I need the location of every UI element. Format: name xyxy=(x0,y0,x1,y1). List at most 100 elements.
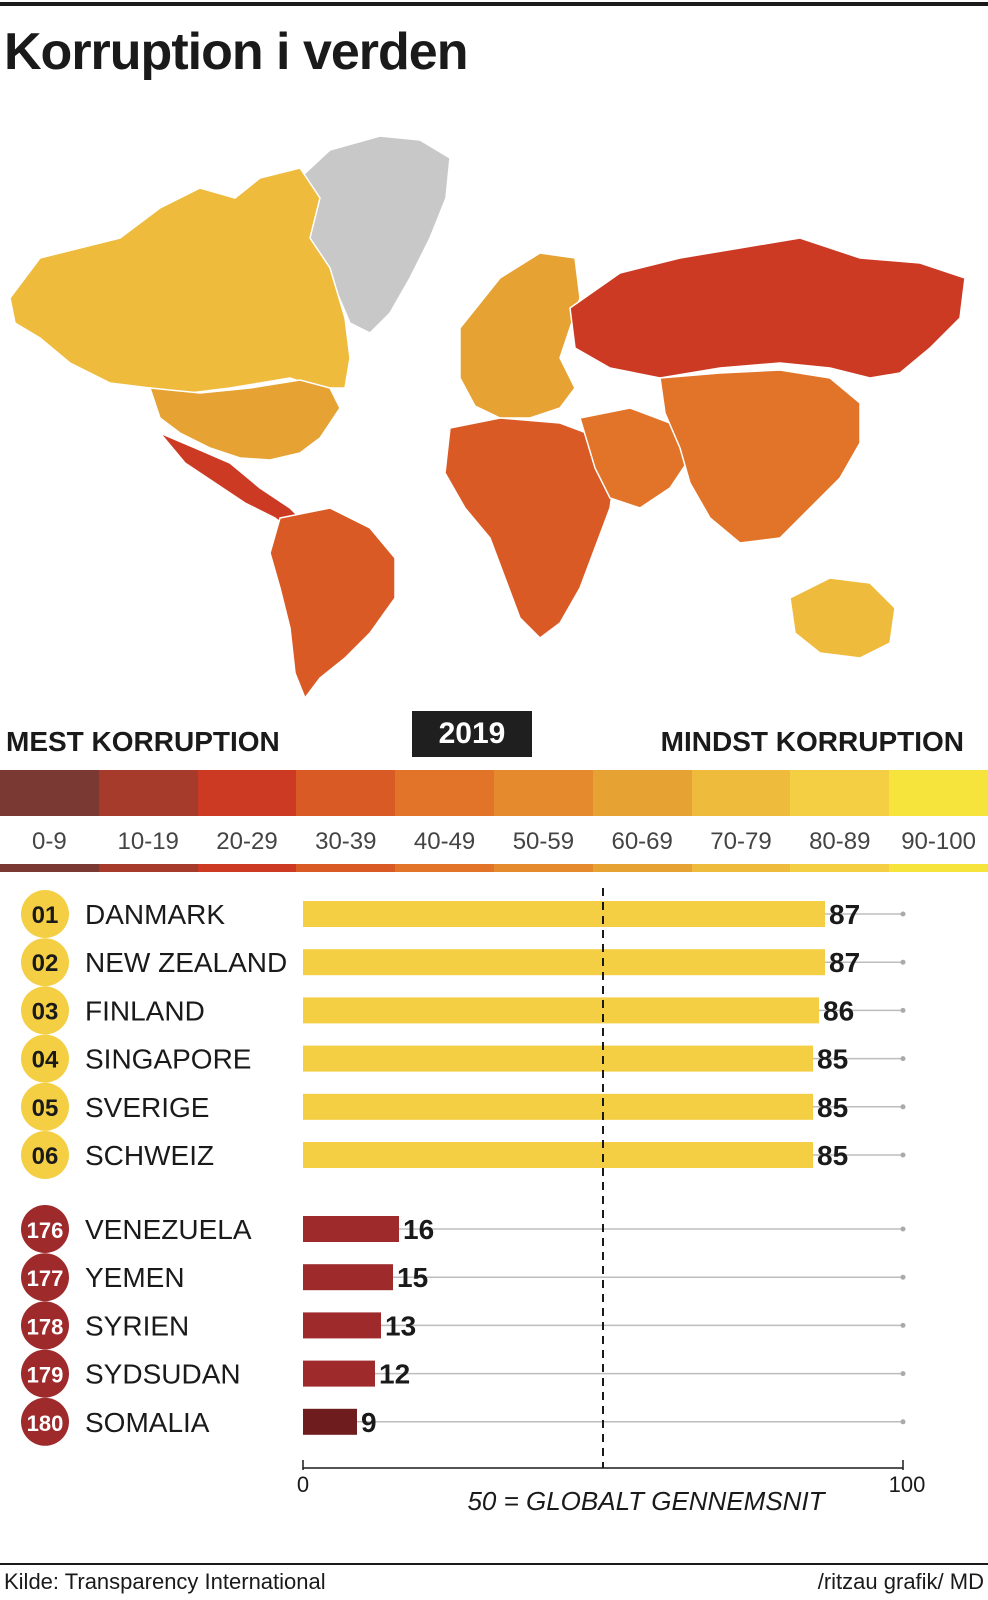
scale-swatch xyxy=(395,770,494,816)
bar-guide-end xyxy=(900,1104,906,1110)
scale-range-label: 10-19 xyxy=(117,828,179,855)
color-scale-labels: 0-9 10-19 20-29 30-39 40-49 50-59 60-69 … xyxy=(0,828,988,856)
rank-label: 03 xyxy=(32,998,59,1025)
bar xyxy=(303,1045,813,1072)
map-region-south-america xyxy=(269,507,396,700)
scale-range-label: 0-9 xyxy=(32,828,67,855)
scale-range-label: 90-100 xyxy=(901,828,976,855)
bar-guide-end xyxy=(900,911,906,917)
rank-label: 176 xyxy=(27,1218,64,1243)
bar xyxy=(303,1312,381,1339)
scale-underline-swatch xyxy=(98,864,198,872)
map-region-middle-east xyxy=(579,407,691,509)
rank-label: 178 xyxy=(27,1314,64,1339)
bar-chart: 87 01 DANMARK 87 02 NEW ZEALAND 86 03 FINLAND 85 0… xyxy=(21,888,926,1516)
scale-underline-swatch xyxy=(592,864,692,872)
scale-range-label: 50-59 xyxy=(512,828,575,855)
map-region-australia xyxy=(789,577,896,659)
scale-swatch xyxy=(197,770,297,816)
bar-value-label: 13 xyxy=(385,1310,416,1341)
bar-guide-end xyxy=(900,1007,906,1013)
scale-range-label: 30-39 xyxy=(315,828,377,855)
bar-guide-end xyxy=(900,1322,906,1328)
bar xyxy=(303,997,819,1024)
country-label: FINLAND xyxy=(85,995,205,1026)
bar-guide-end xyxy=(900,1056,906,1062)
scale-underline-swatch xyxy=(790,864,890,872)
scale-swatch xyxy=(691,770,791,816)
scale-swatch xyxy=(790,770,890,816)
scale-underline-swatch xyxy=(691,864,791,872)
credit-note: /ritzau grafik/ MD xyxy=(817,1569,984,1594)
map-region-russia xyxy=(569,237,966,379)
top-rule xyxy=(0,2,988,6)
bar-value-label: 87 xyxy=(829,899,860,930)
rank-label: 06 xyxy=(32,1143,59,1170)
bar-guide-end xyxy=(900,1226,906,1232)
scale-underline-swatch xyxy=(0,864,99,872)
rank-label: 02 xyxy=(32,950,59,977)
scale-range-label: 40-49 xyxy=(413,828,476,855)
rank-badge xyxy=(21,890,69,938)
scale-underline-swatch xyxy=(296,864,396,872)
scale-underline-swatch xyxy=(889,864,988,872)
legend-most-label: MEST KORRUPTION xyxy=(6,726,280,757)
country-label: YEMEN xyxy=(85,1262,185,1293)
rank-badge xyxy=(21,1034,69,1083)
bar-guide-end xyxy=(900,1419,906,1425)
bar-value-label: 12 xyxy=(379,1359,410,1390)
bar xyxy=(303,1408,357,1435)
map-region-africa xyxy=(444,417,616,639)
scale-range-label: 60-69 xyxy=(611,828,673,855)
rank-badge xyxy=(21,1301,69,1350)
world-map-svg xyxy=(9,135,966,700)
scale-underline-swatch xyxy=(395,864,494,872)
world-map xyxy=(0,88,988,708)
rank-badge xyxy=(21,1397,69,1446)
country-label: VENEZUELA xyxy=(85,1214,252,1245)
legend-least-label: MINDST KORRUPTION xyxy=(660,726,964,757)
bar xyxy=(303,949,825,976)
rank-badge xyxy=(21,1253,69,1302)
bar xyxy=(303,1360,375,1387)
bar-guide-end xyxy=(900,959,906,965)
country-label: SYDSUDAN xyxy=(85,1359,241,1390)
bar xyxy=(303,901,825,927)
scale-range-label: 70-79 xyxy=(710,828,772,855)
bar-value-label: 9 xyxy=(361,1407,377,1438)
bar xyxy=(303,1093,813,1120)
rank-label: 180 xyxy=(27,1411,64,1436)
x-tick-label: 100 xyxy=(889,1472,926,1497)
rank-label: 04 xyxy=(32,1047,59,1074)
scale-swatch xyxy=(98,770,198,816)
scale-range-label: 80-89 xyxy=(809,828,871,855)
bar xyxy=(303,1216,399,1242)
country-label: SCHWEIZ xyxy=(85,1140,214,1171)
country-label: NEW ZEALAND xyxy=(85,947,287,978)
map-region-canada xyxy=(9,167,351,394)
scale-swatch xyxy=(889,770,988,816)
rank-badge xyxy=(21,986,69,1035)
map-region-usa xyxy=(148,379,341,461)
country-label: SVERIGE xyxy=(85,1092,209,1123)
bar xyxy=(303,1142,813,1168)
bar xyxy=(303,1264,393,1291)
bar-value-label: 87 xyxy=(829,947,860,978)
bottom-rule xyxy=(0,1563,988,1565)
rank-label: 179 xyxy=(27,1363,64,1388)
scale-swatch xyxy=(493,770,593,816)
source-note: Kilde: Transparency International xyxy=(4,1569,326,1594)
bar-value-label: 85 xyxy=(817,1092,848,1123)
rank-label: 177 xyxy=(27,1266,64,1291)
scale-underline-swatch xyxy=(197,864,297,872)
rank-badge xyxy=(21,938,69,987)
country-label: DANMARK xyxy=(85,899,225,930)
scale-underline-swatch xyxy=(493,864,593,872)
bar-value-label: 86 xyxy=(823,995,854,1026)
bar-value-label: 85 xyxy=(817,1044,848,1075)
year-badge: 2019 xyxy=(412,711,532,757)
rank-label: 01 xyxy=(32,902,59,929)
bar-value-label: 85 xyxy=(817,1140,848,1171)
x-tick-label: 0 xyxy=(297,1472,309,1497)
color-scale-underline xyxy=(0,864,988,872)
